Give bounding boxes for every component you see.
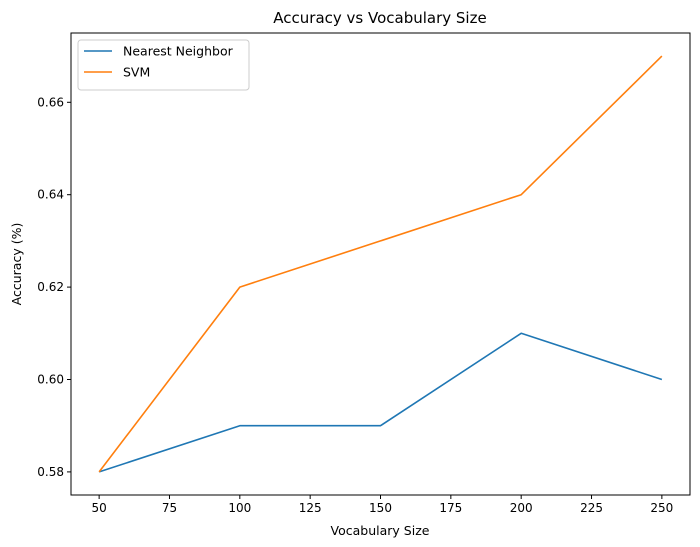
- chart-title: Accuracy vs Vocabulary Size: [273, 9, 486, 27]
- x-axis-label: Vocabulary Size: [331, 523, 430, 538]
- y-axis-label: Accuracy (%): [9, 223, 24, 306]
- axis-ticks: 50 75 100 125 150 175 200 225 250 0.58 0.60 0.62 0.6…: [37, 95, 673, 515]
- series-lines: [98, 55, 663, 473]
- plot-frame: [70, 32, 691, 496]
- x-tick-label: 175: [439, 501, 462, 515]
- y-tick-label: 0.64: [37, 188, 64, 202]
- x-tick-label: 75: [162, 501, 177, 515]
- x-tick-label: 50: [91, 501, 106, 515]
- x-tick-label: 225: [580, 501, 603, 515]
- y-tick-label: 0.58: [37, 465, 64, 479]
- legend: Nearest Neighbor SVM: [77, 39, 250, 91]
- series-line-nearest-neighbor: [98, 332, 663, 473]
- x-tick-label: 250: [650, 501, 673, 515]
- plot-area: [70, 32, 691, 496]
- y-tick-label: 0.62: [37, 280, 64, 294]
- series-line-svm: [98, 55, 663, 473]
- legend-box: [77, 39, 250, 91]
- y-tick-label: 0.60: [37, 373, 64, 387]
- legend-label: SVM: [123, 65, 150, 80]
- x-tick-label: 125: [299, 501, 322, 515]
- legend-label: Nearest Neighbor: [123, 44, 234, 59]
- x-tick-label: 100: [228, 501, 251, 515]
- x-tick-label: 150: [369, 501, 392, 515]
- y-tick-label: 0.66: [37, 95, 64, 109]
- x-tick-label: 200: [510, 501, 533, 515]
